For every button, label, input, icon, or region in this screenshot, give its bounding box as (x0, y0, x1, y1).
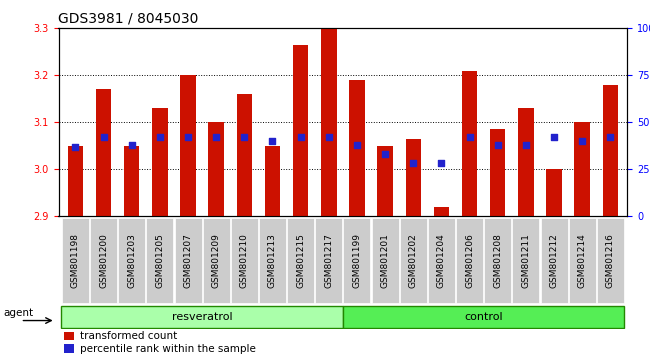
FancyBboxPatch shape (400, 218, 427, 303)
Text: GSM801201: GSM801201 (381, 233, 389, 288)
Point (239, 134, 250, 140)
Text: agent: agent (3, 308, 33, 318)
Point (155, 134, 165, 140)
FancyBboxPatch shape (541, 218, 567, 303)
FancyBboxPatch shape (569, 218, 595, 303)
Text: GSM801215: GSM801215 (296, 233, 305, 288)
Bar (546, 169, 562, 216)
FancyBboxPatch shape (287, 218, 314, 303)
Bar (293, 45, 308, 216)
FancyBboxPatch shape (484, 218, 512, 303)
Bar (349, 80, 365, 216)
Bar (575, 122, 590, 216)
Text: GSM801203: GSM801203 (127, 233, 136, 288)
Point (521, 142, 531, 148)
Text: GDS3981 / 8045030: GDS3981 / 8045030 (58, 12, 199, 26)
Bar (64, 332, 74, 341)
FancyBboxPatch shape (428, 218, 455, 303)
FancyBboxPatch shape (203, 218, 229, 303)
Text: GSM801202: GSM801202 (409, 233, 418, 287)
Text: GSM801211: GSM801211 (521, 233, 530, 288)
Text: GSM801210: GSM801210 (240, 233, 249, 288)
FancyBboxPatch shape (231, 218, 258, 303)
Text: GSM801207: GSM801207 (183, 233, 192, 288)
Point (549, 134, 559, 140)
Point (352, 142, 362, 148)
FancyBboxPatch shape (259, 218, 286, 303)
Text: GSM801198: GSM801198 (71, 233, 80, 288)
Bar (96, 89, 111, 216)
Bar (152, 108, 168, 216)
Bar (462, 70, 477, 216)
Point (183, 134, 193, 140)
FancyBboxPatch shape (456, 218, 483, 303)
FancyBboxPatch shape (372, 218, 398, 303)
Text: GSM801209: GSM801209 (212, 233, 220, 288)
FancyBboxPatch shape (146, 218, 174, 303)
FancyBboxPatch shape (174, 218, 202, 303)
FancyBboxPatch shape (343, 306, 625, 328)
Text: GSM801204: GSM801204 (437, 233, 446, 287)
Bar (406, 138, 421, 216)
Text: GSM801199: GSM801199 (352, 233, 361, 288)
Point (577, 138, 588, 144)
Text: transformed count: transformed count (80, 331, 177, 341)
Point (605, 134, 616, 140)
Bar (490, 129, 506, 216)
FancyBboxPatch shape (315, 218, 343, 303)
Bar (265, 145, 280, 216)
Bar (237, 94, 252, 216)
FancyBboxPatch shape (90, 218, 117, 303)
FancyBboxPatch shape (61, 306, 343, 328)
FancyBboxPatch shape (597, 218, 624, 303)
Text: resveratrol: resveratrol (172, 312, 233, 322)
FancyBboxPatch shape (118, 218, 145, 303)
Bar (434, 207, 449, 216)
Bar (321, 28, 337, 216)
Point (324, 134, 334, 140)
Bar (68, 145, 83, 216)
Point (464, 134, 474, 140)
Text: GSM801216: GSM801216 (606, 233, 615, 288)
Text: control: control (464, 312, 503, 322)
Bar (64, 344, 74, 353)
Text: GSM801217: GSM801217 (324, 233, 333, 288)
Point (98, 134, 109, 140)
Text: GSM801214: GSM801214 (578, 233, 587, 287)
Point (380, 151, 390, 157)
Point (267, 138, 278, 144)
Text: GSM801200: GSM801200 (99, 233, 108, 288)
FancyBboxPatch shape (62, 218, 89, 303)
Bar (124, 145, 140, 216)
Point (296, 134, 306, 140)
Bar (180, 75, 196, 216)
FancyBboxPatch shape (512, 218, 540, 303)
FancyBboxPatch shape (343, 218, 370, 303)
Text: GSM801206: GSM801206 (465, 233, 474, 288)
Bar (378, 145, 393, 216)
Text: percentile rank within the sample: percentile rank within the sample (80, 343, 256, 354)
Point (127, 142, 137, 148)
Point (493, 142, 503, 148)
Point (211, 134, 222, 140)
Text: GSM801208: GSM801208 (493, 233, 502, 288)
Point (436, 161, 447, 166)
Text: GSM801213: GSM801213 (268, 233, 277, 288)
Point (408, 161, 419, 166)
Bar (518, 108, 534, 216)
Text: GSM801212: GSM801212 (549, 233, 558, 287)
Point (70, 144, 81, 149)
Bar (603, 85, 618, 216)
Bar (209, 122, 224, 216)
Text: GSM801205: GSM801205 (155, 233, 164, 288)
